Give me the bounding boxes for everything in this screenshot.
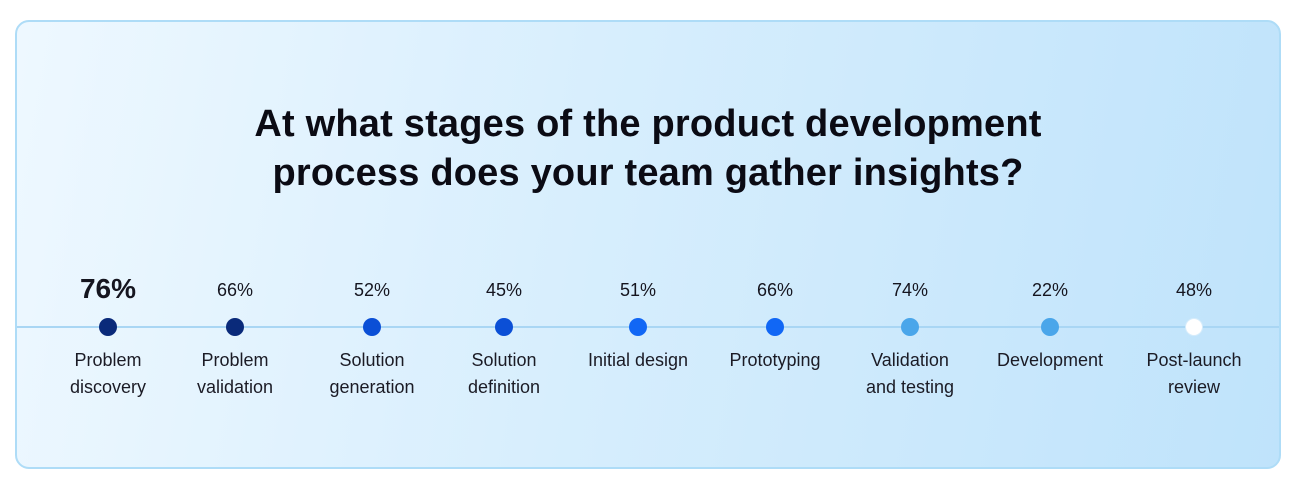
stage-dot	[226, 318, 244, 336]
stage-dot	[495, 318, 513, 336]
stage-7: 22% Development	[980, 22, 1120, 467]
stage-label-line: and testing	[865, 377, 955, 397]
stage-label-line: definition	[467, 377, 541, 397]
stage-label-line: Problem	[201, 350, 269, 370]
stage-label-line: discovery	[69, 377, 147, 397]
stage-5: 66% Prototyping	[705, 22, 845, 467]
stage-label: Development	[980, 347, 1120, 374]
stage-label-line: Solution	[339, 350, 405, 370]
stage-label: Initial design	[568, 347, 708, 374]
stage-value: 51%	[619, 280, 657, 300]
stage-dot	[1041, 318, 1059, 336]
stage-label: Solution definition	[434, 347, 574, 401]
chart-title-line-1: At what stages of the product developmen…	[254, 103, 1042, 145]
stage-6: 74% Validation and testing	[840, 22, 980, 467]
stage-value: 66%	[216, 280, 254, 300]
stage-dot	[363, 318, 381, 336]
stage-1: 66% Problem validation	[165, 22, 305, 467]
chart-title-line-2: process does your team gather insights?	[272, 152, 1024, 194]
stage-0: 76% Problem discovery	[38, 22, 178, 467]
stage-label: Solution generation	[302, 347, 442, 401]
stage-label-line: Post-launch	[1146, 350, 1242, 370]
stage-label-line: Problem	[74, 350, 142, 370]
stage-value: 48%	[1175, 280, 1213, 300]
stage-label-line: Initial design	[587, 350, 689, 370]
stage-label-line: Development	[996, 350, 1104, 370]
stage-3: 45% Solution definition	[434, 22, 574, 467]
stage-value: 74%	[891, 280, 929, 300]
chart-card: At what stages of the product developmen…	[15, 20, 1281, 469]
stage-8: 48% Post-launch review	[1124, 22, 1264, 467]
stage-dot	[766, 318, 784, 336]
stage-value: 66%	[756, 280, 794, 300]
stage-label-line: Solution	[471, 350, 537, 370]
stage-dot	[99, 318, 117, 336]
timeline-axis	[17, 326, 1279, 328]
stage-label: Validation and testing	[840, 347, 980, 401]
stage-value: 45%	[485, 280, 523, 300]
stage-4: 51% Initial design	[568, 22, 708, 467]
stage-value: 22%	[1031, 280, 1069, 300]
stage-label: Prototyping	[705, 347, 845, 374]
stage-value: 76%	[79, 273, 137, 304]
stage-label-line: generation	[329, 377, 415, 397]
stage-label-line: Prototyping	[729, 350, 821, 370]
stage-label-line: validation	[196, 377, 274, 397]
stage-label-line: review	[1167, 377, 1220, 397]
stage-value: 52%	[353, 280, 391, 300]
stage-dot	[901, 318, 919, 336]
stage-dot	[1185, 318, 1203, 336]
stage-label-line: Validation	[871, 350, 949, 370]
stage-label: Problem validation	[165, 347, 305, 401]
stage-2: 52% Solution generation	[302, 22, 442, 467]
chart-title: At what stages of the product developmen…	[17, 100, 1279, 198]
stage-label: Problem discovery	[38, 347, 178, 401]
stage-dot	[629, 318, 647, 336]
stage-label: Post-launch review	[1124, 347, 1264, 401]
